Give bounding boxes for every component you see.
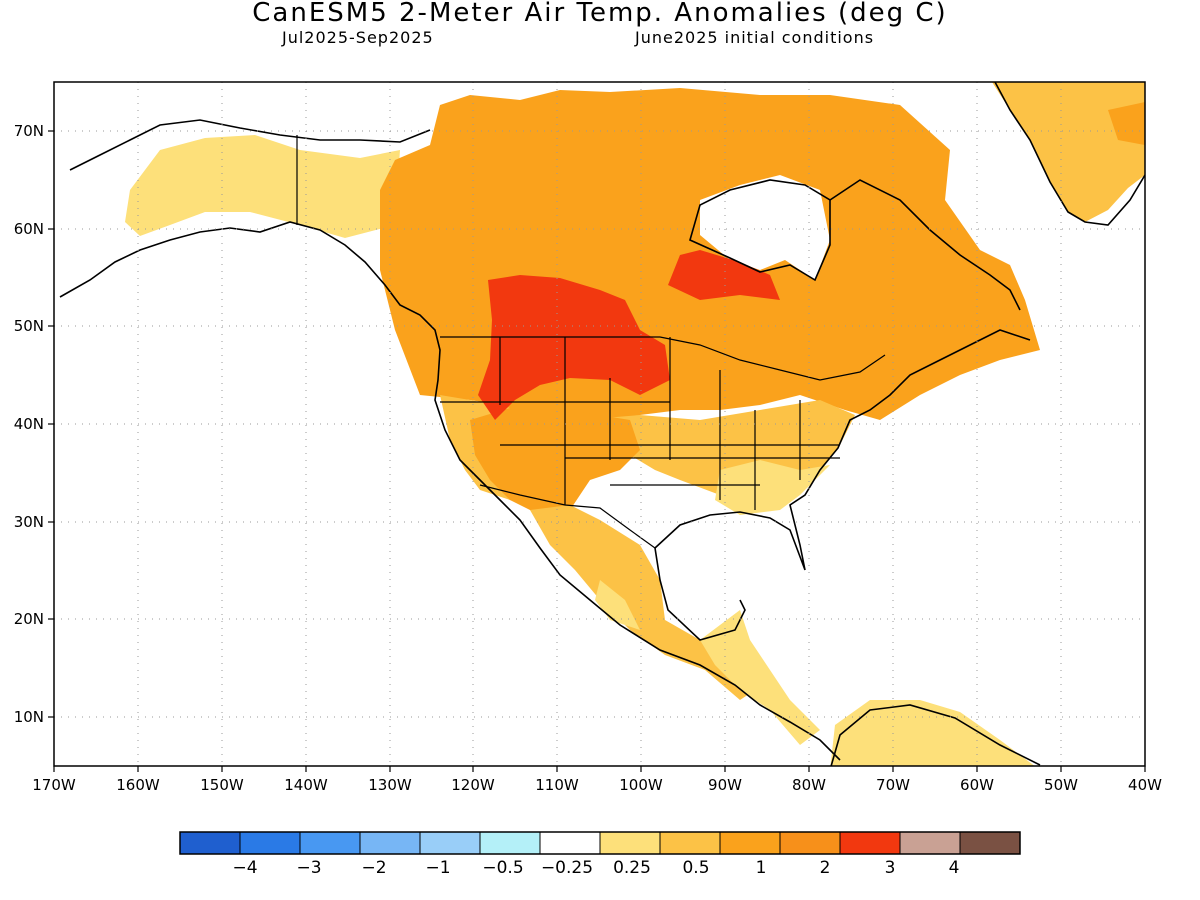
- anomaly-region-bering: [150, 168, 185, 198]
- anomaly-region-south-america: [830, 700, 1035, 766]
- colorbar-swatch: [179, 831, 241, 855]
- anomaly-region-northern-plains-hot: [478, 275, 670, 420]
- anomaly-region-southeast: [715, 460, 830, 515]
- colorbar-swatch: [539, 831, 601, 855]
- colorbar-swatch: [359, 831, 421, 855]
- colorbar-label: −2: [361, 858, 386, 878]
- colorbar-label: −4: [232, 858, 257, 878]
- coastline-hudson-bay: [689, 179, 831, 282]
- lon-label: 130W: [368, 776, 412, 794]
- lon-label: 160W: [116, 776, 160, 794]
- colorbar-swatch: [779, 831, 841, 855]
- coastline-alaska: [59, 221, 841, 761]
- colorbar-label: −1: [425, 858, 450, 878]
- border-us-canada: [440, 336, 886, 381]
- lon-label: 40W: [1128, 776, 1162, 794]
- colorbar-label: −3: [296, 858, 321, 878]
- colorbar-swatch: [479, 831, 541, 855]
- lon-label: 110W: [535, 776, 579, 794]
- colorbar-swatch: [659, 831, 721, 855]
- lon-label: 170W: [32, 776, 76, 794]
- colorbar: −4 −3 −2 −1 −0.5 −0.25 0.25 0.5 1 2 3 4: [179, 831, 1021, 878]
- coastline-south-america: [830, 704, 1041, 766]
- coastline-arctic: [69, 119, 431, 171]
- colorbar-label: 3: [885, 858, 896, 878]
- colorbar-swatch: [719, 831, 781, 855]
- anomaly-fields: [125, 82, 1145, 766]
- longitude-labels: 170W 160W 150W 140W 130W 120W 110W 100W …: [32, 776, 1162, 794]
- lat-label: 50N: [14, 317, 44, 335]
- lon-label: 120W: [451, 776, 495, 794]
- colorbar-label: −0.5: [482, 858, 523, 878]
- anomaly-region-greenland-warm: [1108, 102, 1145, 145]
- colorbar-swatch: [839, 831, 901, 855]
- colorbar-swatch: [239, 831, 301, 855]
- lat-label: 10N: [14, 708, 44, 726]
- colorbar-swatch: [959, 831, 1021, 855]
- anomaly-region-mexico-light: [595, 580, 640, 630]
- border-us-mexico: [479, 484, 656, 549]
- period-label: Jul2025-Sep2025: [282, 28, 434, 47]
- colorbar-label: −0.25: [541, 858, 593, 878]
- colorbar-label: 0.5: [682, 858, 709, 878]
- lat-label: 60N: [14, 220, 44, 238]
- colorbar-swatch: [419, 831, 481, 855]
- anomaly-region-central-america: [700, 610, 820, 745]
- map-title: CanESM5 2-Meter Air Temp. Anomalies (deg…: [252, 0, 948, 28]
- lat-label: 30N: [14, 513, 44, 531]
- coastlines: [59, 82, 1145, 766]
- coastline-yucatan: [654, 547, 746, 641]
- lat-label: 40N: [14, 415, 44, 433]
- init-label: June2025 initial conditions: [635, 28, 875, 47]
- lon-label: 140W: [284, 776, 328, 794]
- anomaly-region-greenland: [992, 82, 1145, 222]
- anomaly-region-southwest: [470, 405, 640, 515]
- anomaly-gap-hudson-bay: [700, 175, 830, 280]
- lat-label: 20N: [14, 610, 44, 628]
- lon-label: 150W: [200, 776, 244, 794]
- lon-label: 90W: [708, 776, 742, 794]
- colorbar-label: 1: [756, 858, 767, 878]
- coastline-greenland: [994, 82, 1145, 226]
- lat-label: 70N: [14, 122, 44, 140]
- coastline-labrador: [829, 179, 1021, 311]
- anomaly-region-ontario-hot: [668, 250, 780, 300]
- colorbar-label: 4: [949, 858, 960, 878]
- lon-label: 70W: [876, 776, 910, 794]
- lon-label: 100W: [619, 776, 663, 794]
- colorbar-swatch: [299, 831, 361, 855]
- lon-label: 50W: [1044, 776, 1078, 794]
- colorbar-label: 0.25: [613, 858, 651, 878]
- border-state-lines-2: [440, 401, 840, 486]
- colorbar-swatch: [599, 831, 661, 855]
- colorbar-swatch: [899, 831, 961, 855]
- anomaly-region-alaska: [125, 135, 400, 238]
- colorbar-frame: [179, 831, 1021, 855]
- ticks: [48, 130, 1146, 772]
- lon-label: 60W: [960, 776, 994, 794]
- latitude-labels: 10N 20N 30N 40N 50N 60N 70N: [14, 122, 44, 726]
- border-state-lines-1: [499, 337, 801, 510]
- political-borders: [296, 135, 886, 549]
- coastline-gulf: [654, 329, 1031, 571]
- lon-label: 80W: [792, 776, 826, 794]
- anomaly-region-mexico: [530, 505, 755, 700]
- colorbar-label: 2: [820, 858, 831, 878]
